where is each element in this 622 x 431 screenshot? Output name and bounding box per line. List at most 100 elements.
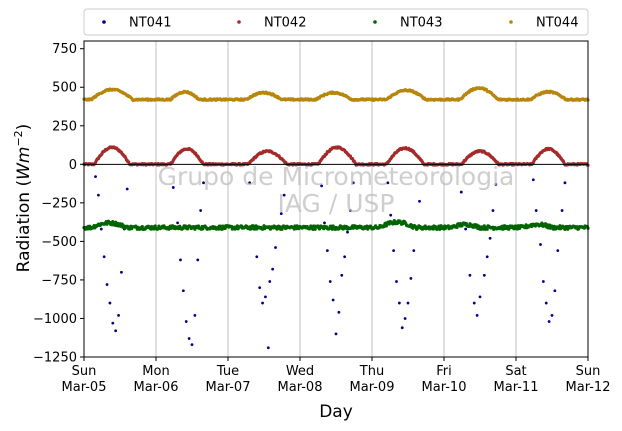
point-NT041: [176, 221, 180, 225]
point-NT041: [125, 187, 129, 191]
point-NT041: [409, 276, 413, 280]
point-NT043: [518, 226, 522, 230]
point-NT041: [544, 301, 548, 305]
point-NT041: [488, 236, 492, 240]
point-NT043: [111, 219, 115, 224]
point-NT041: [190, 343, 194, 347]
point-NT041: [171, 186, 175, 189]
point-NT041: [94, 175, 97, 179]
point-NT041: [400, 326, 404, 330]
y-axis-title-exponent: −2: [12, 130, 25, 146]
point-NT041: [468, 273, 472, 277]
point-NT041: [328, 280, 332, 283]
point-NT041: [459, 190, 463, 194]
point-NT041: [108, 301, 112, 305]
x-tick-label-date: Mar-10: [422, 380, 467, 395]
point-NT041: [268, 280, 272, 283]
point-NT041: [395, 280, 398, 283]
point-NT043: [512, 227, 517, 231]
point-NT041: [196, 258, 200, 262]
y-axis-title-unit: Wm: [14, 147, 34, 180]
x-tick-label-day: Tue: [216, 364, 239, 379]
point-NT041: [111, 321, 115, 325]
point-NT041: [392, 249, 395, 253]
point-NT041: [248, 181, 252, 185]
series-NT041: [94, 175, 567, 350]
point-NT041: [389, 213, 393, 217]
point-NT041: [193, 313, 197, 317]
point-NT041: [102, 255, 106, 259]
point-NT041: [472, 301, 476, 305]
legend-label-NT043: NT043: [400, 16, 442, 31]
point-NT043: [507, 227, 511, 231]
point-NT041: [556, 249, 560, 253]
y-tick-label: −250: [41, 196, 77, 211]
point-NT041: [531, 178, 535, 182]
point-NT041: [323, 221, 326, 225]
point-NT041: [550, 313, 554, 317]
x-tick-label-day: Wed: [286, 364, 314, 379]
point-NT041: [181, 289, 185, 293]
point-NT041: [485, 255, 489, 259]
point-NT041: [494, 182, 498, 186]
watermark-line-1: Grupo de Micrometeorologia: [158, 162, 515, 191]
x-axis-title: Day: [319, 402, 353, 422]
legend-label-NT044: NT044: [536, 16, 578, 31]
x-tick-label-date: Mar-11: [494, 380, 539, 395]
legend-marker-NT043: [373, 20, 377, 24]
legend-marker-NT042: [237, 20, 241, 24]
point-NT041: [475, 313, 479, 317]
x-tick-label-date: Mar-07: [206, 380, 251, 395]
series-NT043: [82, 218, 590, 231]
point-NT043: [178, 224, 182, 228]
point-NT041: [386, 181, 390, 185]
point-NT041: [320, 184, 323, 188]
series-layer: [82, 86, 590, 350]
legend: NT041 NT042 NT043 NT044: [83, 8, 589, 36]
y-tick-label: −1250: [33, 351, 77, 366]
point-NT041: [403, 317, 407, 320]
point-NT041: [406, 301, 410, 305]
y-tick-label: 0: [69, 158, 77, 173]
point-NT041: [541, 280, 545, 283]
point-NT041: [340, 273, 344, 277]
point-NT041: [258, 286, 262, 290]
point-NT041: [114, 329, 118, 333]
point-NT041: [279, 212, 283, 216]
point-NT041: [117, 313, 120, 317]
series-NT044: [82, 86, 590, 102]
point-NT043: [351, 226, 355, 230]
watermark-line-2: IAG / USP: [278, 189, 395, 218]
point-NT041: [491, 209, 495, 212]
point-NT043: [566, 227, 570, 231]
point-NT041: [412, 249, 416, 253]
y-axis-title-prefix: Radiation (: [14, 180, 34, 272]
legend-box: [83, 8, 589, 36]
y-axis-title-suffix: ): [14, 124, 34, 131]
y-axis-ticks: −1250 −1000 −750 −500 −250 0 250 500 750: [33, 42, 84, 366]
point-NT041: [266, 346, 270, 350]
point-NT041: [397, 301, 401, 305]
plot-area-border: [83, 40, 589, 358]
point-NT041: [534, 209, 538, 212]
point-NT041: [343, 255, 347, 259]
point-NT041: [553, 289, 557, 293]
point-NT041: [563, 181, 567, 185]
plot-frame: [83, 40, 589, 358]
point-NT041: [334, 332, 338, 336]
point-NT041: [337, 310, 341, 314]
point-NT041: [349, 209, 352, 212]
point-NT041: [482, 273, 486, 277]
point-NT041: [547, 320, 551, 323]
point-NT041: [199, 209, 203, 212]
point-NT041: [105, 283, 109, 286]
x-tick-label-day: Sun: [72, 364, 97, 379]
point-NT041: [187, 337, 191, 340]
y-tick-label: −1000: [33, 312, 77, 327]
point-NT041: [282, 193, 286, 197]
x-tick-label-day: Sat: [505, 364, 526, 379]
point-NT041: [325, 249, 329, 253]
x-tick-label-date: Mar-08: [278, 380, 323, 395]
